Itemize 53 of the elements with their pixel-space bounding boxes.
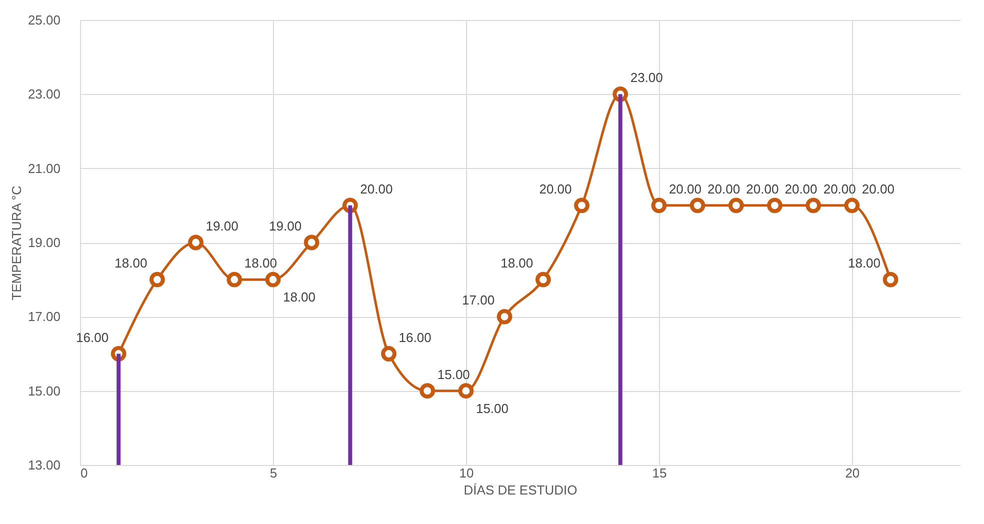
data-label: 20.00 <box>708 181 740 196</box>
data-label: 18.00 <box>114 256 148 271</box>
point <box>690 198 706 214</box>
data-label: 17.00 <box>462 292 495 308</box>
point <box>574 198 590 214</box>
point <box>882 272 898 288</box>
data-label: 23.00 <box>630 70 663 86</box>
x-tick-label: 5 <box>270 466 278 480</box>
point <box>265 272 281 288</box>
y-tick-label: 23.00 <box>28 86 60 102</box>
y-tick-label: 21.00 <box>28 160 60 176</box>
data-label: 20.00 <box>784 181 818 196</box>
point <box>458 383 474 399</box>
data-label: 18.00 <box>244 256 277 271</box>
point <box>226 272 242 288</box>
y-tick-label: 25.00 <box>28 12 60 28</box>
point <box>651 198 667 214</box>
data-label: 20.00 <box>668 181 702 196</box>
point <box>188 234 204 250</box>
data-label: 20.00 <box>360 181 393 196</box>
data-label: 20.00 <box>746 181 779 196</box>
point <box>149 272 165 288</box>
data-label: 18.00 <box>500 256 534 271</box>
point <box>728 198 744 214</box>
data-label: 20.00 <box>823 181 856 196</box>
data-label: 20.00 <box>539 181 572 196</box>
point <box>844 198 860 214</box>
data-label: 18.00 <box>282 290 316 305</box>
data-label: 18.00 <box>848 256 881 271</box>
data-label: 15.00 <box>476 400 509 416</box>
data-label: 16.00 <box>76 330 109 345</box>
x-tick-label: 20 <box>845 466 860 480</box>
data-label: 19.00 <box>269 218 302 234</box>
point <box>381 346 396 362</box>
x-tick-label: 0 <box>80 466 88 480</box>
point <box>420 383 436 399</box>
point <box>535 272 551 288</box>
data-label: 19.00 <box>206 218 238 234</box>
point <box>304 234 320 250</box>
point <box>496 308 512 324</box>
data-label: 15.00 <box>437 366 470 382</box>
x-axis-title: DÍAS DE ESTUDIO <box>464 482 578 498</box>
point <box>806 198 822 214</box>
y-tick-label: 17.00 <box>28 309 60 324</box>
y-tick-label: 19.00 <box>28 235 60 250</box>
x-tick-label: 10 <box>459 466 474 480</box>
x-tick-label: 15 <box>652 466 667 480</box>
y-tick-label: 15.00 <box>28 383 60 398</box>
y-axis-title: TEMPERATURA °C <box>8 186 24 300</box>
point <box>767 198 782 214</box>
data-label: 20.00 <box>862 181 894 196</box>
data-label: 16.00 <box>398 330 432 345</box>
y-tick-label: 13.00 <box>28 458 60 472</box>
